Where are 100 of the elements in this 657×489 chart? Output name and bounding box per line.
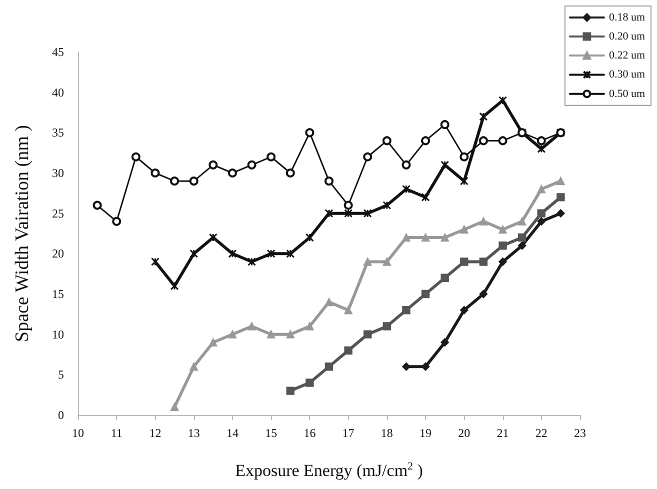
point xyxy=(498,242,507,250)
point xyxy=(479,217,488,226)
point xyxy=(208,160,218,170)
point xyxy=(344,209,353,218)
point xyxy=(286,386,294,395)
legend-label: 0.50 um xyxy=(608,88,646,100)
point xyxy=(498,96,508,105)
point xyxy=(440,160,450,170)
x-tick-label: 12 xyxy=(149,426,162,440)
point xyxy=(518,217,526,226)
x-tick-label: 22 xyxy=(535,426,548,440)
x-tick-label: 19 xyxy=(420,426,432,440)
point xyxy=(537,185,546,194)
point xyxy=(556,209,565,218)
x-tick-label: 17 xyxy=(342,426,354,440)
point xyxy=(460,225,468,234)
point xyxy=(306,378,314,387)
legend-label: 0.30 um xyxy=(608,68,646,81)
legend-label: 0.22 um xyxy=(608,50,646,62)
y-tick-label: 30 xyxy=(52,166,64,180)
x-tick-label: 20 xyxy=(458,426,470,440)
point xyxy=(460,306,468,314)
point xyxy=(209,338,218,346)
point xyxy=(479,258,488,266)
x-tick-label: 13 xyxy=(188,426,200,440)
point xyxy=(440,274,449,282)
point xyxy=(324,362,334,371)
point xyxy=(228,249,237,258)
point xyxy=(208,233,218,242)
x-tick-label: 14 xyxy=(226,426,238,440)
point xyxy=(344,200,353,210)
y-axis-title: Space Width Vairation (nm ) xyxy=(12,125,33,342)
y-tick-label: 5 xyxy=(58,368,64,382)
point xyxy=(286,249,295,258)
point xyxy=(286,330,294,338)
legend-label: 0.18 um xyxy=(608,12,646,24)
y-tick-label: 35 xyxy=(52,126,64,140)
point xyxy=(266,152,276,162)
point xyxy=(344,346,352,355)
point xyxy=(536,136,546,146)
y-tick-label: 20 xyxy=(52,246,64,261)
point xyxy=(518,242,526,250)
point xyxy=(228,330,237,338)
point xyxy=(286,168,295,178)
x-tick-label: 21 xyxy=(496,426,509,440)
point xyxy=(150,168,160,178)
point xyxy=(478,136,488,146)
x-tick-label: 23 xyxy=(574,426,586,440)
point xyxy=(112,216,122,226)
point xyxy=(537,209,546,218)
y-tick-label: 45 xyxy=(52,45,64,59)
point xyxy=(498,258,507,266)
point xyxy=(460,258,468,266)
point xyxy=(556,193,565,202)
point xyxy=(421,136,430,146)
point xyxy=(440,233,449,242)
x-tick-label: 16 xyxy=(304,426,316,440)
y-tick-label: 0 xyxy=(58,408,64,422)
x-tick-label: 10 xyxy=(72,426,84,440)
point xyxy=(344,306,352,314)
point xyxy=(92,200,102,210)
point xyxy=(190,249,198,258)
y-tick-label: 15 xyxy=(52,287,64,301)
point xyxy=(498,225,507,234)
point xyxy=(305,128,314,138)
point xyxy=(382,322,392,330)
point xyxy=(189,176,198,186)
point xyxy=(460,176,468,186)
point xyxy=(402,233,410,242)
point xyxy=(324,298,334,306)
point xyxy=(498,136,508,146)
point xyxy=(382,136,392,146)
point xyxy=(170,176,180,186)
point xyxy=(170,282,179,290)
x-tick-label: 15 xyxy=(265,426,278,440)
point xyxy=(150,257,160,266)
point xyxy=(402,362,410,371)
point xyxy=(479,290,488,298)
point xyxy=(190,362,198,371)
point xyxy=(266,249,276,258)
point xyxy=(556,176,565,186)
point xyxy=(382,258,392,266)
point xyxy=(363,209,372,218)
x-tick-label: 11 xyxy=(110,426,122,440)
point xyxy=(305,233,314,242)
point xyxy=(363,152,372,162)
point xyxy=(248,322,256,330)
point xyxy=(402,184,410,194)
legend-label: 0.20 um xyxy=(608,30,646,42)
point xyxy=(228,168,237,178)
point xyxy=(131,152,140,162)
point xyxy=(421,192,430,202)
point xyxy=(537,217,546,226)
point xyxy=(266,330,276,338)
x-tick-label: 18 xyxy=(380,426,393,440)
point xyxy=(440,120,450,130)
point xyxy=(364,330,372,338)
point xyxy=(518,233,526,242)
point xyxy=(382,201,392,210)
point xyxy=(324,209,334,218)
